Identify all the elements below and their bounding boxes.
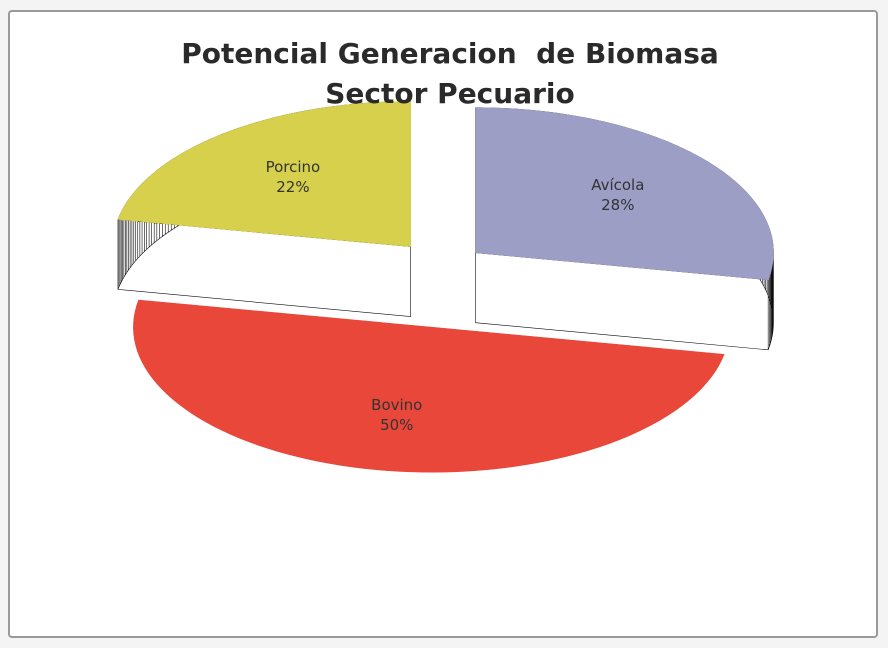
slice-value-label: 22% — [276, 178, 309, 196]
slice-value-label: 28% — [601, 196, 634, 214]
slice-label: Porcino — [266, 158, 321, 176]
slice — [475, 107, 774, 281]
slice — [133, 299, 725, 473]
slice — [117, 101, 411, 247]
chart-title: Potencial Generacion de Biomasa Sector P… — [181, 37, 729, 110]
slice-label: Bovino — [371, 396, 422, 414]
slice-label: Avícola — [591, 176, 644, 194]
slice-value-label: 50% — [380, 416, 413, 434]
